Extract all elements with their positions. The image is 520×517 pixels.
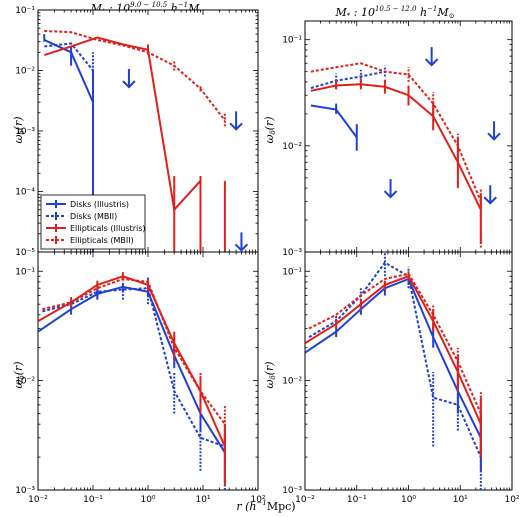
limit-arrow [234, 232, 249, 252]
series-group [305, 252, 482, 490]
y-tick-label: 10⁻² [15, 377, 35, 387]
arrow-head [487, 132, 501, 141]
legend-label: Ellipticals (MBII) [70, 236, 134, 245]
axis-ticks [37, 10, 259, 253]
y-tick-label: 10⁻⁵ [15, 248, 35, 258]
limit-arrow [122, 69, 136, 89]
arrow-head [122, 80, 136, 89]
title-right: M* : 1010.5 − 12.0 h−1M⊙ [334, 5, 454, 20]
y-axis-label-top-right: ωδ(r) [263, 116, 277, 143]
series-line [44, 42, 94, 72]
y-tick-label: 10⁻² [282, 377, 302, 387]
series-line [305, 275, 482, 425]
arrow-head [383, 190, 398, 199]
y-axis-label-bottom-left: ωδ(r) [12, 361, 26, 388]
arrow-head [424, 58, 439, 67]
series-group [38, 272, 226, 490]
arrow-head [229, 122, 243, 131]
series-line [38, 275, 226, 447]
limit-arrow [483, 185, 497, 205]
legend-label: Ellipticals (Illustris) [70, 224, 146, 233]
series-line [42, 287, 226, 448]
y-tick-label: 10⁻³ [15, 486, 35, 496]
series-line [44, 29, 226, 121]
y-tick-label: 10⁻³ [282, 248, 302, 258]
x-tick-label: 10⁰ [401, 495, 416, 505]
y-tick-label: 10⁻¹ [15, 6, 35, 16]
y-tick-label: 10⁻¹ [15, 267, 35, 277]
x-tick-label: 10¹ [453, 495, 468, 505]
y-axis-label-top-left: ωδ(r) [12, 116, 26, 143]
series-line [305, 277, 482, 439]
y-axis-label-bottom-right: ωδ(r) [263, 361, 277, 388]
limit-arrow [424, 47, 439, 67]
x-tick-label: 10⁻² [28, 495, 48, 505]
legend: Disks (Illustris) Disks (MBII) Ellipticals… [40, 194, 146, 250]
axis-ticks [37, 252, 259, 491]
series-group [310, 62, 482, 248]
arrow-head [234, 243, 249, 252]
plot-frame [304, 20, 513, 253]
arrow-head [483, 196, 497, 205]
legend-label: Disks (Illustris) [70, 200, 129, 209]
x-tick-label: 10⁰ [140, 495, 155, 505]
y-tick-label: 10⁻³ [282, 486, 302, 496]
x-axis-label: r (h−1Mpc) [236, 499, 295, 513]
x-tick-label: 10² [250, 495, 265, 505]
panel-top-right: 10⁻³ 10⁻² 10⁻¹ [282, 20, 513, 258]
panel-top-left: 10⁻⁵ 10⁻⁴ 10⁻³ 10⁻² 10⁻¹ [15, 6, 259, 258]
plot-frame [304, 251, 513, 491]
series-line [42, 277, 226, 425]
series-line [310, 83, 482, 211]
y-tick-label: 10⁻¹ [282, 267, 302, 277]
y-tick-label: 10⁻¹ [282, 36, 302, 46]
limit-arrow [487, 121, 501, 141]
x-tick-label: 10¹ [195, 495, 210, 505]
series-line [308, 272, 482, 414]
axis-ticks [304, 252, 513, 491]
x-tick-label: 10⁻¹ [347, 495, 367, 505]
y-tick-label: 10⁻² [282, 142, 302, 152]
y-tick-label: 10⁻⁴ [15, 188, 35, 198]
legend-label: Disks (MBII) [70, 212, 117, 221]
y-tick-label: 10⁻² [15, 67, 35, 77]
series-line [308, 261, 482, 458]
limit-arrow [383, 179, 398, 199]
x-tick-label: 10⁻² [295, 495, 315, 505]
x-tick-label: 10² [504, 495, 519, 505]
x-tick-label: 10⁻¹ [83, 495, 103, 505]
y-tick-label: 10⁻³ [15, 127, 35, 137]
limit-arrow [229, 111, 243, 131]
